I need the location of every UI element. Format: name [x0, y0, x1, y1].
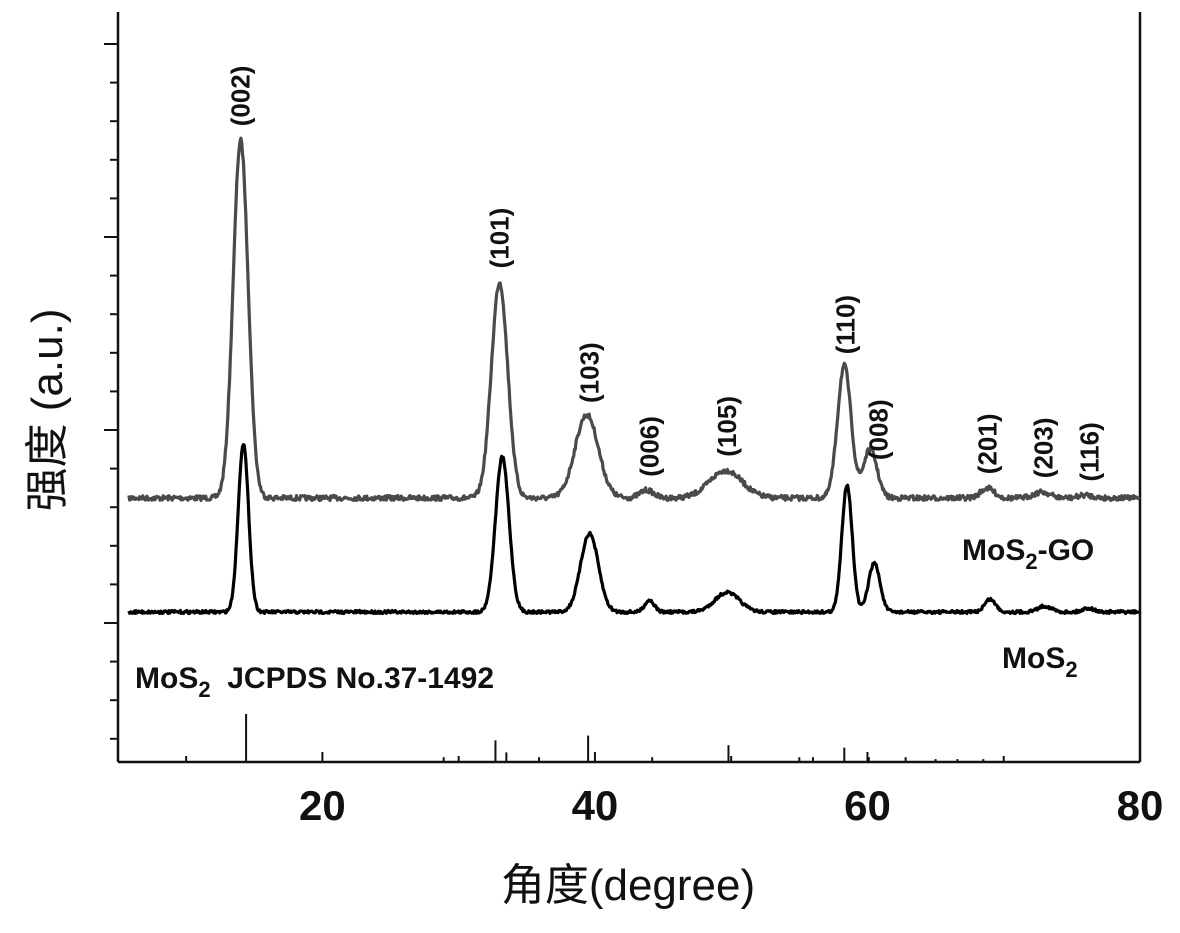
x-tick-label: 20: [299, 782, 346, 829]
peak-label: (103): [575, 342, 605, 403]
x-axis-title: 角度(degree): [501, 861, 755, 910]
peak-label: (008): [863, 399, 893, 460]
reference-lines: [246, 714, 983, 762]
series-label-mos2: MoS2: [1002, 642, 1078, 682]
x-tick-label: 60: [844, 782, 891, 829]
peak-label: (105): [712, 396, 742, 457]
peak-label: (201): [972, 413, 1002, 474]
x-tick-label: 40: [572, 782, 619, 829]
reference-label: MoS2 JCPDS No.37-1492: [135, 662, 494, 702]
peak-label: (006): [634, 416, 664, 477]
x-axis-ticks: 20 40 60 80: [186, 752, 1163, 829]
peak-label: (203): [1028, 417, 1058, 478]
peak-label: (002): [226, 66, 256, 127]
peak-labels: (002) (101) (103) (006) (105) (110) (008) (201)…: [226, 66, 1105, 482]
x-tick-label: 80: [1117, 782, 1164, 829]
peak-label: (110): [831, 295, 861, 354]
peak-label: (116): [1075, 422, 1105, 481]
series-label-mos2-go: MoS2-GO: [962, 534, 1094, 574]
plot-frame: [118, 12, 1140, 762]
y-axis-ticks: [104, 44, 118, 739]
peak-label: (101): [485, 208, 515, 269]
y-axis-title: 强度 (a.u.): [23, 309, 72, 512]
